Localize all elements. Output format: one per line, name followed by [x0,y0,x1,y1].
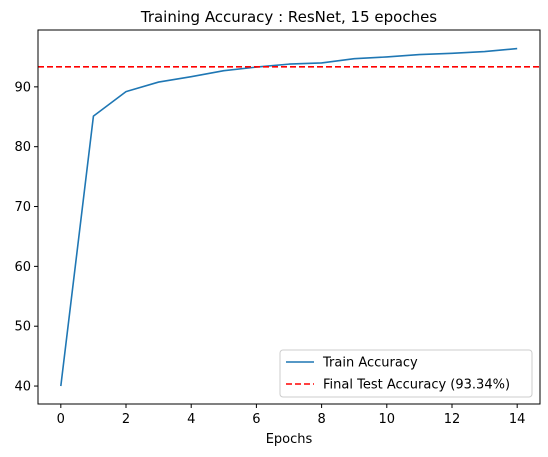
x-tick-label: 12 [444,412,461,427]
series-train-accuracy-line [60,47,518,387]
y-tick-label: 80 [14,140,31,155]
x-tick-label: 6 [252,412,260,427]
x-tick-label: 0 [57,412,65,427]
x-tick-label: 2 [122,412,130,427]
x-axis-label: Epochs [266,432,313,447]
legend-label: Final Test Accuracy (93.34%) [323,378,510,393]
y-tick-label: 50 [14,320,31,335]
y-tick-label: 60 [14,260,31,275]
legend: Train Accuracy Final Test Accuracy (93.34… [279,349,533,398]
x-tick-label: 14 [509,412,526,427]
legend-label: Train Accuracy [322,356,418,371]
y-tick-label: 70 [14,200,31,215]
x-axis: 0 2 4 6 8 10 12 14 [57,404,526,427]
chart-title: Training Accuracy : ResNet, 15 epoches [140,8,437,26]
y-tick-label: 40 [14,380,31,395]
legend-box [279,349,533,398]
y-tick-label: 90 [14,80,31,95]
axes-frame [37,29,541,405]
y-axis: 40 50 60 70 80 90 [14,80,38,395]
x-tick-label: 10 [379,412,396,427]
x-tick-label: 4 [187,412,195,427]
x-tick-label: 8 [317,412,325,427]
plot-area [38,47,540,387]
